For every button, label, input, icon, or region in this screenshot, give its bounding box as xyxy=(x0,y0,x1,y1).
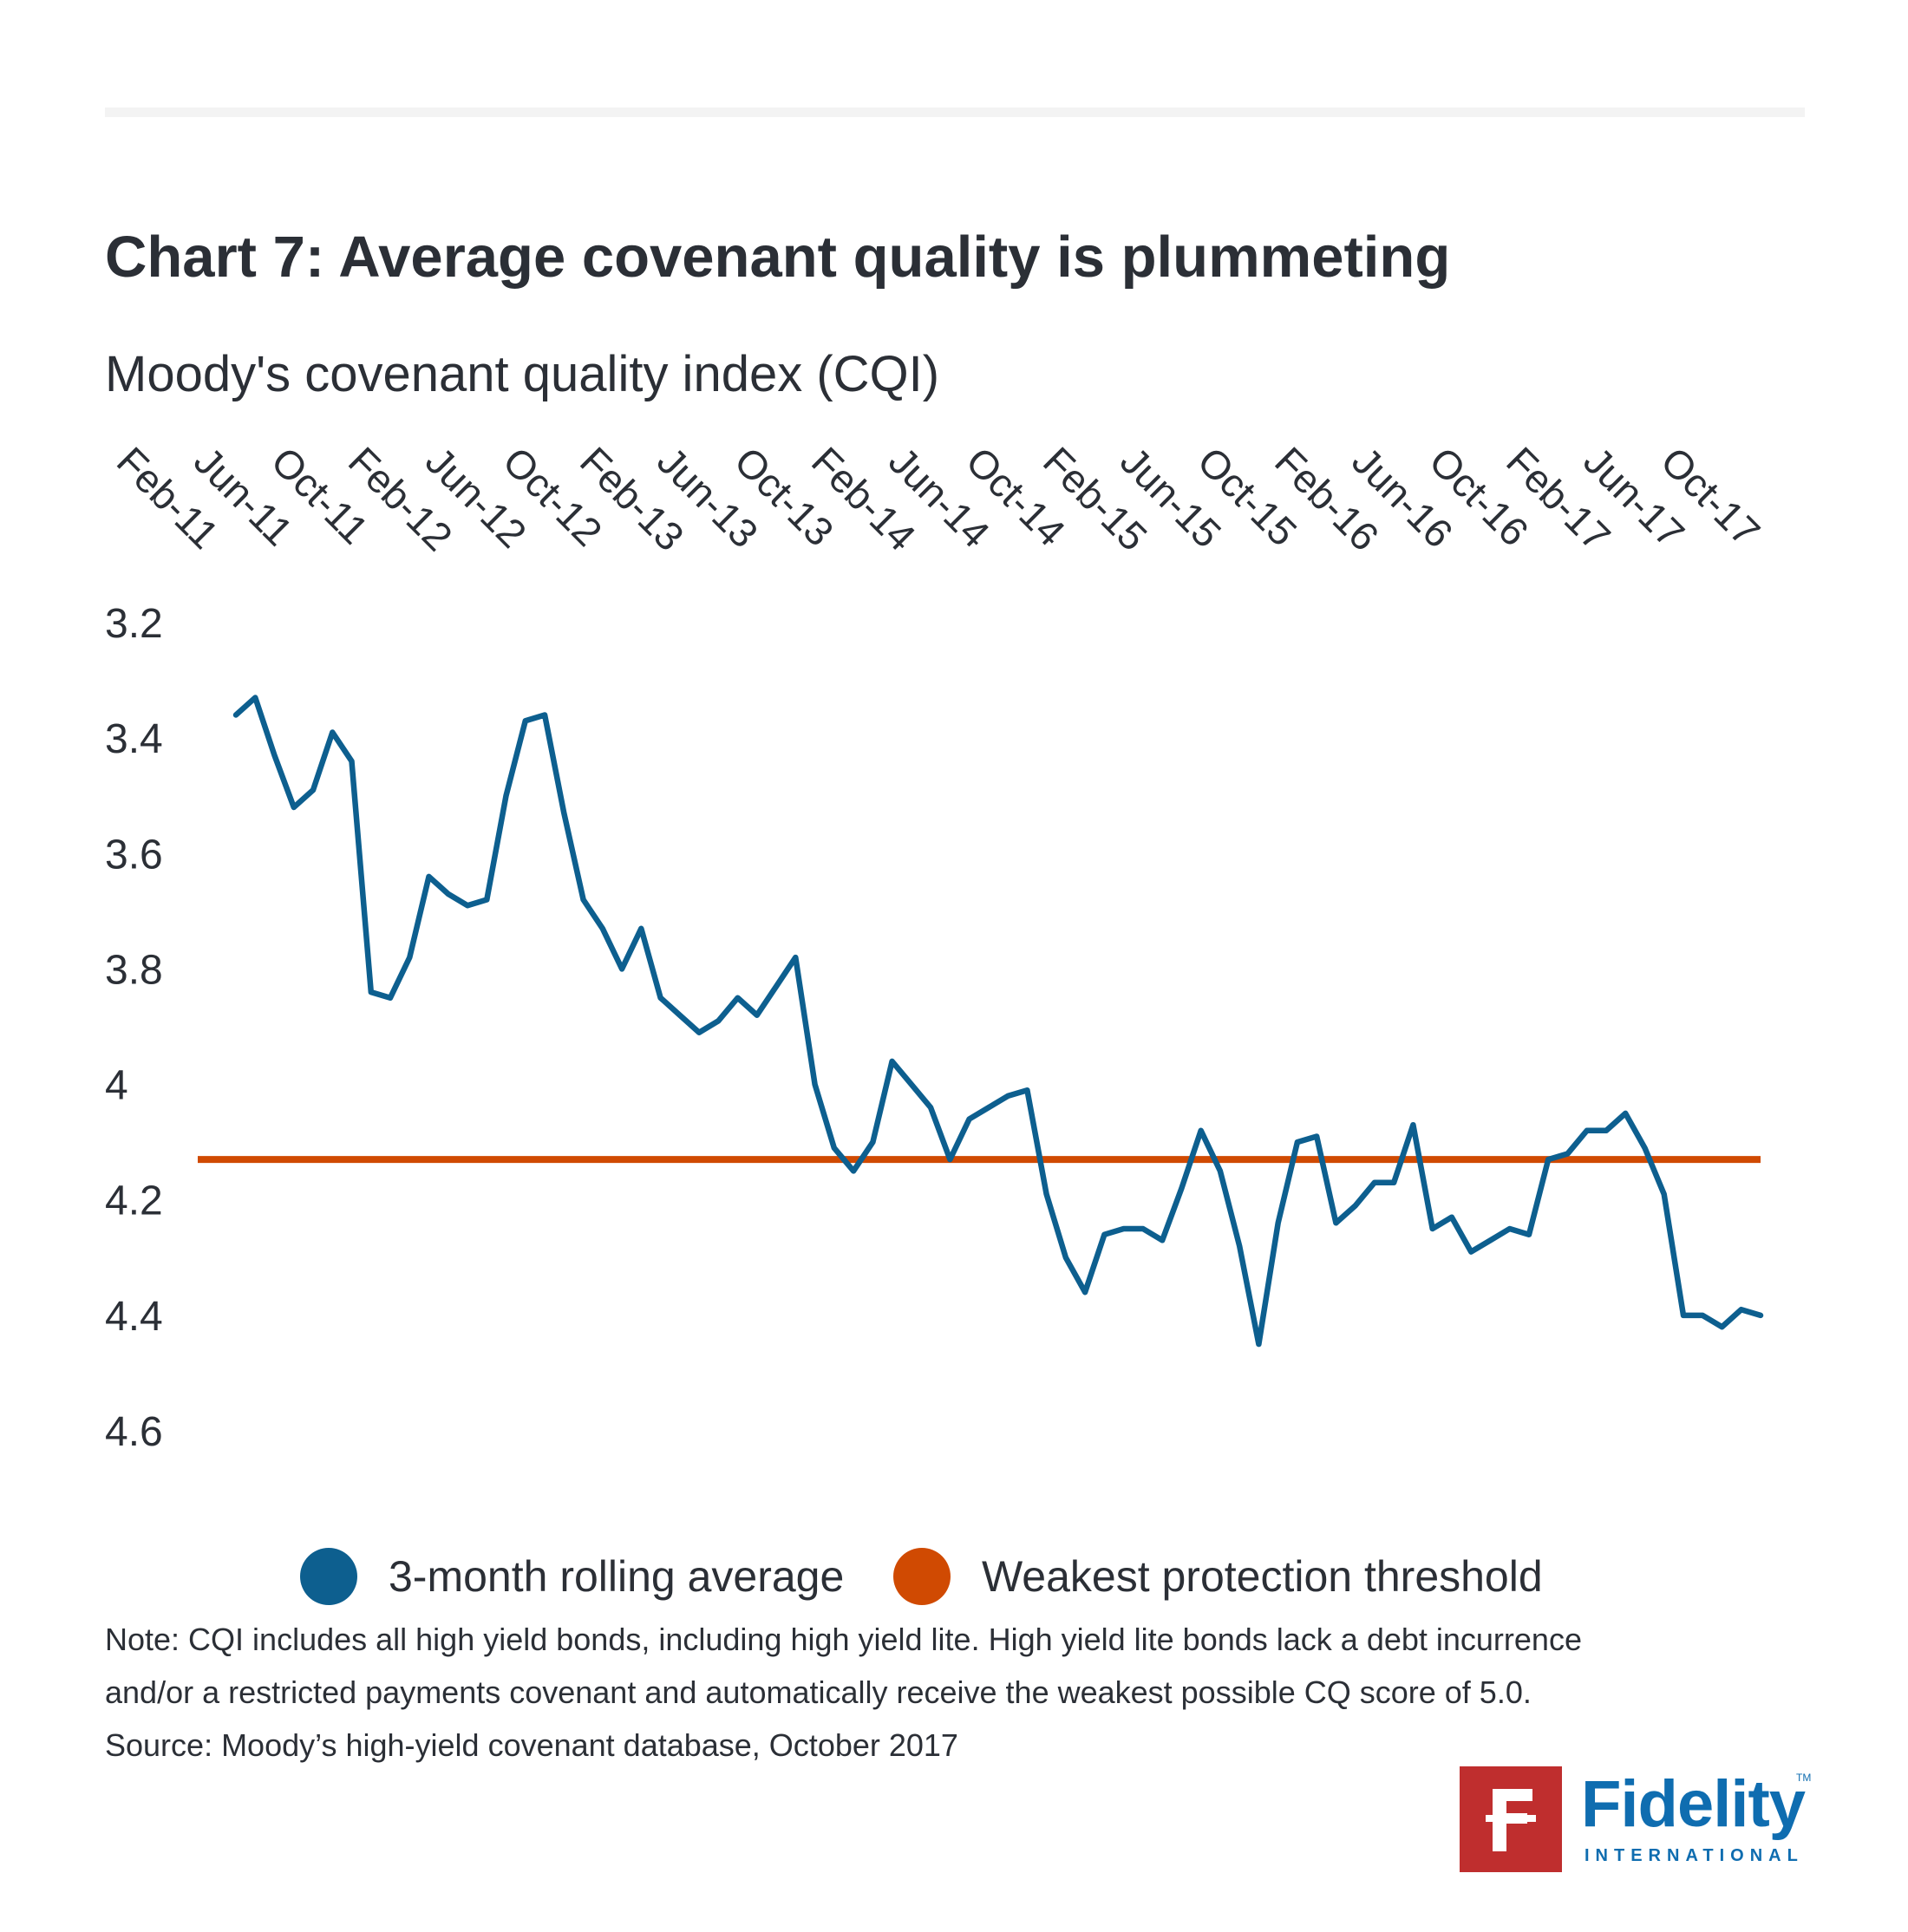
legend-item-threshold: Weakest protection threshold xyxy=(893,1548,1543,1605)
fidelity-logo-trademark: TM xyxy=(1796,1772,1812,1784)
y-tick-label: 3.4 xyxy=(105,716,163,762)
legend-label-threshold: Weakest protection threshold xyxy=(982,1552,1543,1601)
chart-title: Chart 7: Average covenant quality is plu… xyxy=(105,225,1451,290)
chart-subtitle: Moody's covenant quality index (CQI) xyxy=(105,346,940,402)
fidelity-logo: Fidelity INTERNATIONAL TM xyxy=(1460,1766,1811,1872)
fidelity-logo-mark xyxy=(1460,1766,1562,1872)
y-tick-label: 3.6 xyxy=(105,832,163,878)
top-divider xyxy=(105,108,1805,117)
y-tick-label: 4.2 xyxy=(105,1178,163,1224)
legend-swatch-threshold xyxy=(893,1548,951,1605)
legend: 3-month rolling average Weakest protecti… xyxy=(0,1548,1908,1609)
fidelity-logo-wordmark: Fidelity xyxy=(1581,1767,1806,1841)
note-line-2: and/or a restricted payments covenant an… xyxy=(105,1674,1532,1710)
y-tick-label: 4.4 xyxy=(105,1294,163,1340)
chart-notes: Note: CQI includes all high yield bonds,… xyxy=(105,1613,1805,1772)
y-tick-label: 4 xyxy=(105,1063,128,1109)
y-tick-label: 3.8 xyxy=(105,947,163,993)
rolling-average-line xyxy=(232,695,1764,1348)
note-line-1: Note: CQI includes all high yield bonds,… xyxy=(105,1622,1582,1657)
line-chart: Feb-11Jun-11Oct-11Feb-12Jun-12Oct-12Feb-… xyxy=(105,438,1769,1455)
x-axis-labels: Feb-11Jun-11Oct-11Feb-12Jun-12Oct-12Feb-… xyxy=(108,438,1769,559)
y-axis-labels: 3.2 3.4 3.6 3.8 4 4.2 4.4 4.6 xyxy=(105,601,163,1455)
fidelity-f-icon xyxy=(1486,1789,1536,1851)
legend-label-rolling-average: 3-month rolling average xyxy=(389,1552,845,1601)
legend-item-rolling-average: 3-month rolling average xyxy=(300,1548,844,1605)
fidelity-logo-subtitle: INTERNATIONAL xyxy=(1585,1846,1804,1865)
y-tick-label: 3.2 xyxy=(105,601,163,647)
legend-swatch-rolling-average xyxy=(300,1548,357,1605)
series-layer xyxy=(198,695,1764,1348)
y-tick-label: 4.6 xyxy=(105,1409,163,1455)
source-line: Source: Moody’s high-yield covenant data… xyxy=(105,1727,958,1763)
